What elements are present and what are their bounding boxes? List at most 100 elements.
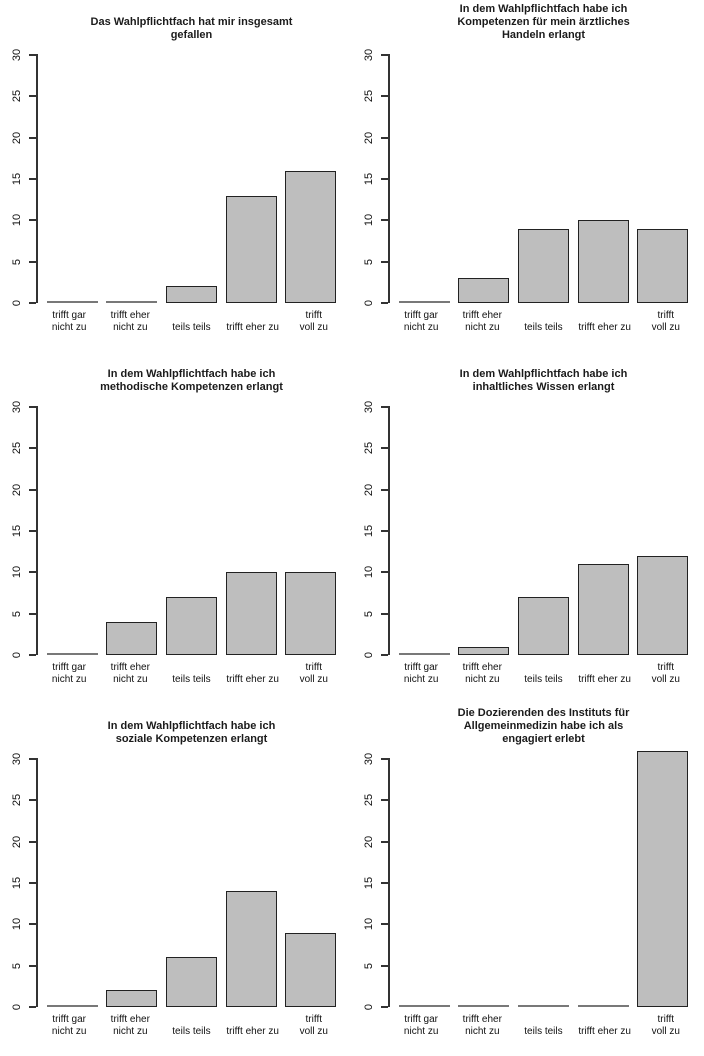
plot-area: 0 5 10 15 20 25 30	[363, 49, 697, 306]
x-axis-labels: trifft gar nicht zu trifft eher nicht zu tei…	[390, 655, 697, 686]
chart-title-line: Das Wahlpflichtfach hat mir insgesamt	[90, 16, 293, 28]
x-label-line: trifft gar	[404, 1014, 439, 1025]
x-label-trifft-voll-zu: trifft voll zu	[284, 1014, 344, 1038]
x-label-line: trifft eher zu	[578, 674, 631, 685]
x-label-teils-teils: teils teils	[513, 674, 573, 686]
y-axis-tick	[29, 54, 36, 56]
x-label-line: trifft gar	[52, 310, 87, 321]
bar-teils-teils	[165, 286, 217, 303]
bar-trifft-eher-zu	[225, 195, 277, 303]
x-label-line: trifft	[657, 1014, 675, 1025]
x-label-line: voll zu	[651, 674, 680, 685]
x-label-line: trifft	[305, 662, 323, 673]
bar-trifft-voll-zu	[285, 170, 337, 303]
plot-area: 0 5 10 15 20 25 30	[11, 49, 345, 306]
plot-area: 0 5 10 15 20 25 30	[363, 401, 697, 658]
x-label-line: teils teils	[172, 1026, 211, 1037]
x-label-line: nicht zu	[403, 322, 439, 333]
y-axis-line	[388, 758, 390, 1007]
x-label-line: trifft eher	[462, 662, 502, 673]
y-axis-tick-label-text: 5	[11, 258, 23, 265]
x-axis-labels: trifft gar nicht zu trifft eher nicht zu tei…	[38, 1007, 345, 1038]
y-axis-tick	[29, 260, 36, 263]
y-axis-line	[36, 54, 38, 303]
y-axis-tick	[381, 447, 388, 450]
y-axis-tick	[29, 923, 36, 926]
x-label-line: trifft gar	[52, 662, 87, 673]
x-label-line: trifft eher zu	[578, 322, 631, 333]
y-axis-tick	[29, 840, 36, 843]
bar-chart-panel-3: In dem Wahlpflichtfach habe ich methodisc…	[0, 352, 352, 704]
y-axis-tick-label-text: 25	[363, 794, 375, 807]
y-axis-tick-label-text: 10	[11, 214, 23, 227]
chart-title-line: gefallen	[170, 29, 213, 41]
y-axis-tick-label-text: 30	[11, 48, 23, 62]
x-label-line: nicht zu	[113, 674, 148, 685]
y-axis-tick-label-text: 0	[363, 651, 375, 659]
y-axis-tick	[381, 923, 388, 926]
bar-trifft-voll-zu	[637, 750, 689, 1007]
y-axis-tick-label-text: 15	[363, 876, 375, 890]
bar-trifft-voll-zu	[285, 932, 337, 1007]
x-label-teils-teils: teils teils	[513, 1026, 573, 1038]
y-axis-tick-label-text: 30	[11, 400, 23, 414]
x-label-line: voll zu	[651, 322, 680, 333]
x-label-line: trifft eher	[462, 1014, 502, 1025]
x-label-line: nicht zu	[51, 322, 87, 333]
bar-trifft-eher-zu	[225, 572, 277, 655]
y-axis-tick	[29, 571, 36, 574]
y-axis-tick-label-text: 5	[363, 962, 375, 969]
y-axis-tick	[381, 882, 388, 884]
y-axis-tick-label-text: 25	[363, 442, 375, 455]
chart-title-line: Die Dozierenden des Instituts für	[457, 707, 630, 719]
x-label-line: trifft	[305, 1014, 323, 1025]
plot-area: 0 5 10 15 20 25 30	[11, 401, 345, 658]
y-axis-tick-label-text: 30	[11, 752, 23, 766]
y-axis-tick-label-text: 10	[363, 214, 375, 227]
y-axis-tick	[381, 302, 388, 304]
y-axis-tick	[29, 964, 36, 967]
y-axis-tick-label-text: 25	[11, 442, 23, 455]
chart-title: In dem Wahlpflichtfach habe ich Kompetenz…	[352, 0, 704, 55]
x-label-line: teils teils	[524, 674, 563, 685]
bars-group	[390, 55, 697, 303]
x-label-line: teils teils	[172, 674, 211, 685]
chart-title-line: methodische Kompetenzen erlangt	[100, 381, 283, 393]
x-label-line: trifft eher zu	[226, 674, 279, 685]
bar-teils-teils	[165, 957, 217, 1007]
y-axis-tick-label-text: 0	[11, 651, 23, 659]
plot-area: 0 5 10 15 20 25 30	[363, 750, 697, 1010]
y-axis-tick-label-text: 10	[11, 566, 23, 579]
y-axis-tick-label-text: 15	[363, 172, 375, 186]
y-axis-line	[388, 54, 390, 303]
x-label-line: teils teils	[524, 1026, 563, 1037]
chart-title-line: Handeln erlangt	[501, 29, 586, 41]
chart-title-line: soziale Kompetenzen erlangt	[115, 733, 268, 745]
x-label-line: trifft eher	[462, 310, 502, 321]
y-axis-tick-label-text: 25	[11, 794, 23, 807]
chart-title-line: inhaltliches Wissen erlangt	[472, 381, 615, 393]
x-label-trifft-eher-nicht-zu: trifft eher nicht zu	[452, 1014, 512, 1038]
x-label-line: trifft eher zu	[578, 1026, 631, 1037]
x-label-trifft-voll-zu: trifft voll zu	[284, 310, 344, 334]
x-axis-labels: trifft gar nicht zu trifft eher nicht zu tei…	[38, 303, 345, 334]
y-axis-tick	[381, 612, 388, 615]
x-label-trifft-gar-nicht-zu: trifft gar nicht zu	[39, 662, 99, 686]
x-label-line: trifft eher	[110, 310, 150, 321]
y-axis-tick	[381, 964, 388, 967]
y-axis-tick	[381, 530, 388, 532]
plot-area: 0 5 10 15 20 25 30	[11, 753, 345, 1010]
y-axis-line	[36, 406, 38, 655]
x-label-trifft-eher-nicht-zu: trifft eher nicht zu	[452, 310, 512, 334]
x-label-line: nicht zu	[465, 322, 500, 333]
x-label-line: voll zu	[299, 1026, 328, 1037]
bar-trifft-gar-nicht-zu	[46, 1005, 98, 1007]
y-axis-tick	[381, 219, 388, 222]
bars-group	[390, 407, 697, 655]
chart-title-line: In dem Wahlpflichtfach habe ich	[107, 368, 276, 380]
bar-teils-teils	[165, 597, 217, 655]
x-label-line: nicht zu	[465, 674, 500, 685]
bar-trifft-eher-nicht-zu	[106, 990, 158, 1007]
bars-group	[390, 750, 697, 1007]
y-axis-tick-label-text: 30	[363, 752, 375, 766]
